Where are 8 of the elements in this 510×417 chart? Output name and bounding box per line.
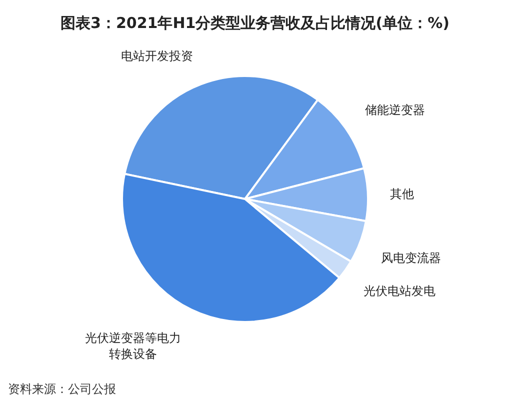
slice-label: 风电变流器 (380, 250, 441, 266)
slice-label: 电站开发投资 (121, 48, 194, 64)
text: 资料来源：公司公报 (8, 381, 116, 398)
slice-label: 光伏电站发电 (363, 282, 436, 299)
slice-label: 储能逆变器 (365, 102, 426, 118)
slice-label: 其他 (390, 186, 414, 202)
chart-title: 图表3：2021年H1分类型业务营收及占比情况(单位：%) (60, 14, 450, 33)
slice-label: 光伏逆变器等电力转换设备 (84, 330, 182, 362)
